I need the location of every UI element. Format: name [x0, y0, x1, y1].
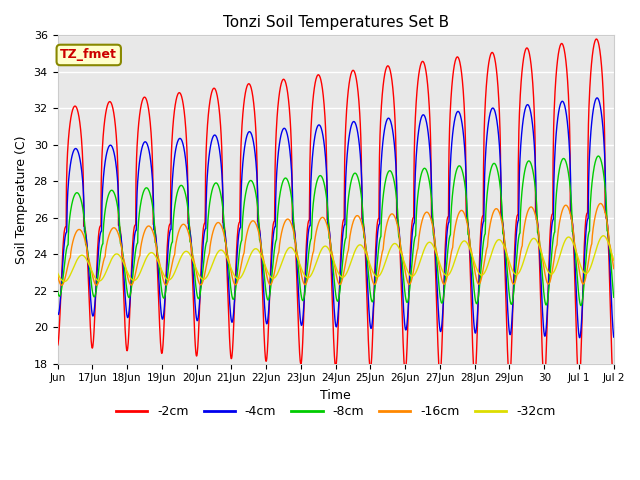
Title: Tonzi Soil Temperatures Set B: Tonzi Soil Temperatures Set B — [223, 15, 449, 30]
X-axis label: Time: Time — [320, 389, 351, 402]
Y-axis label: Soil Temperature (C): Soil Temperature (C) — [15, 135, 28, 264]
Text: TZ_fmet: TZ_fmet — [60, 48, 117, 61]
Legend: -2cm, -4cm, -8cm, -16cm, -32cm: -2cm, -4cm, -8cm, -16cm, -32cm — [111, 400, 561, 423]
